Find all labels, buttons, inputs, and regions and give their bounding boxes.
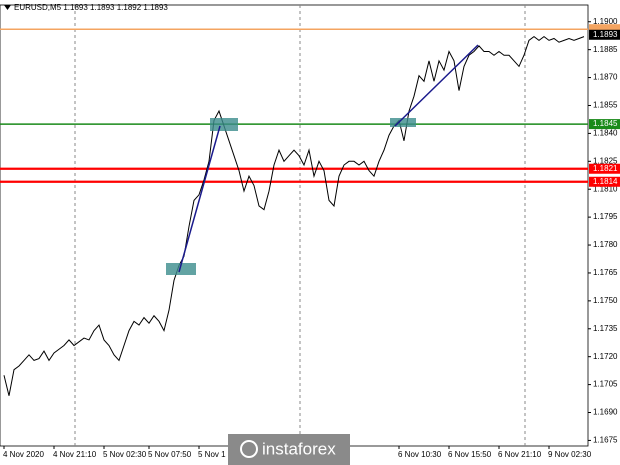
- x-tick-label: 5 Nov 02:30: [103, 450, 147, 459]
- x-tick-label: 9 Nov 02:30: [548, 450, 592, 459]
- level-tag: [589, 176, 620, 187]
- level-tag: [589, 163, 620, 174]
- trendline: [178, 125, 221, 273]
- chart-title: EURUSD,M5 1.1893 1.1893 1.1892 1.1893: [14, 3, 168, 12]
- x-tick-label: 5 Nov 1: [198, 450, 226, 459]
- y-tick-label: 1.1855: [593, 101, 618, 110]
- y-tick-label: 1.1690: [593, 408, 618, 417]
- y-tick-label: 1.1750: [593, 296, 618, 305]
- y-tick-label: 1.1825: [593, 156, 618, 165]
- x-tick-label: 4 Nov 21:10: [53, 450, 97, 459]
- watermark: instaforex: [228, 434, 350, 465]
- y-tick-label: 1.1720: [593, 352, 618, 361]
- y-tick-label: 1.1765: [593, 268, 618, 277]
- plot-frame: [0, 4, 589, 447]
- y-tick-label: 1.1900: [593, 17, 618, 26]
- y-tick-label: 1.1705: [593, 380, 618, 389]
- zone: [390, 118, 416, 127]
- watermark-icon: [240, 440, 258, 458]
- level-label: 1.1814: [593, 177, 618, 186]
- trendline: [394, 44, 479, 127]
- level-label: 1.1845: [593, 119, 618, 128]
- y-tick-label: 1.1870: [593, 73, 618, 82]
- level-tag: [589, 119, 620, 130]
- x-tick-label: 4 Nov 2020: [3, 450, 44, 459]
- y-tick-label: 1.1885: [593, 45, 618, 54]
- level-tag: [589, 24, 620, 35]
- zone: [166, 263, 196, 275]
- x-tick-label: 6 Nov 21:10: [498, 450, 542, 459]
- x-tick-label: 5 Nov 07:50: [148, 450, 192, 459]
- x-tick-label: 6 Nov 15:50: [448, 450, 492, 459]
- watermark-text: instaforex: [262, 439, 336, 458]
- watermark-box: [228, 434, 350, 465]
- y-tick-label: 1.1675: [593, 436, 618, 445]
- y-tick-label: 1.1780: [593, 240, 618, 249]
- y-tick-label: 1.1795: [593, 212, 618, 221]
- levels: [0, 28, 588, 183]
- x-tick-label: 6 Nov 10:30: [398, 450, 442, 459]
- y-tick-label: 1.1810: [593, 184, 618, 193]
- last-price-tag: [589, 29, 620, 40]
- price-line: [3, 36, 585, 396]
- x-axis: 4 Nov 2020 4 Nov 21:10 5 Nov 02:30 5 Nov 07…: [3, 446, 592, 459]
- series: [3, 36, 585, 396]
- y-axis: 1.19001.18851.18701.18551.18401.18251.18…: [588, 17, 620, 445]
- zone: [210, 118, 238, 131]
- menu-arrow[interactable]: [4, 5, 11, 10]
- last-price-label: 1.1893: [593, 30, 618, 39]
- y-tick-label: 1.1840: [593, 129, 618, 138]
- level-label: 1.1821: [593, 164, 618, 173]
- y-tick-label: 1.1735: [593, 324, 618, 333]
